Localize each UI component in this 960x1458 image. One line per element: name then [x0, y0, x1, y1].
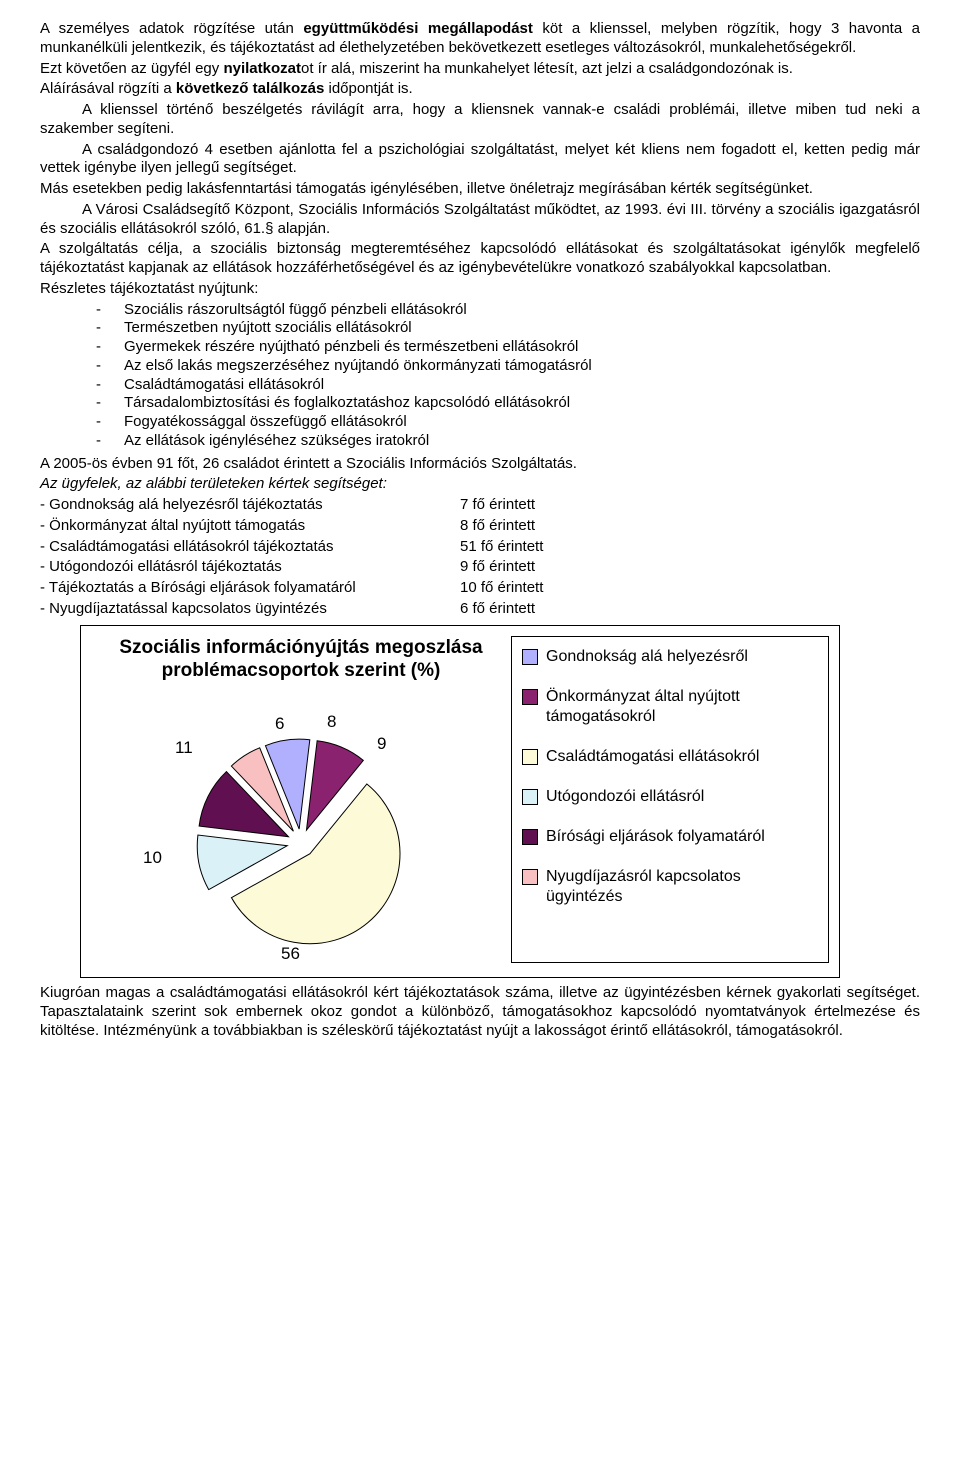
document-page: A személyes adatok rögzítése után együtt… — [0, 0, 960, 1062]
pie-slice-label: 11 — [175, 737, 193, 758]
legend-text: Bírósági eljárások folyamatáról — [546, 827, 818, 847]
stats-label: - Gondnokság alá helyezésről tájékoztatá… — [40, 496, 460, 515]
stats-list: - Gondnokság alá helyezésről tájékoztatá… — [40, 496, 920, 619]
paragraph: A személyes adatok rögzítése után együtt… — [40, 20, 920, 58]
legend-text: Nyugdíjazásról kapcsolatos ügyintézés — [546, 867, 818, 907]
stats-row: - Tájékoztatás a Bírósági eljárások foly… — [40, 579, 920, 598]
stats-value: 51 fő érintett — [460, 538, 543, 557]
stats-row: - Gondnokság alá helyezésről tájékoztatá… — [40, 496, 920, 515]
pie-slice-label: 56 — [281, 943, 300, 964]
paragraph: A Városi Családsegítő Központ, Szociális… — [40, 201, 920, 239]
pie-slice-label: 8 — [327, 711, 336, 732]
pie-wrap: 8 9 56 10 11 6 — [131, 703, 471, 963]
list-item: Az ellátások igényléséhez szükséges irat… — [96, 432, 920, 451]
closing-paragraph: Kiugróan magas a családtámogatási ellátá… — [40, 984, 920, 1040]
stats-value: 10 fő érintett — [460, 579, 543, 598]
chart-legend: Gondnokság alá helyezésről Önkormányzat á… — [511, 636, 829, 964]
bullet-list: Szociális rászorultságtól függő pénzbeli… — [40, 301, 920, 451]
bold-text: következő találkozás — [176, 80, 324, 97]
pie-slice-label: 10 — [143, 847, 162, 868]
legend-swatch — [522, 649, 538, 665]
stats-value: 9 fő érintett — [460, 558, 535, 577]
pie-chart-box: Szociális információnyújtás megoszlása p… — [80, 625, 840, 979]
legend-text: Családtámogatási ellátásokról — [546, 747, 818, 767]
bold-text: együttműködési megállapodást — [303, 20, 533, 37]
stats-label: - Nyugdíjaztatással kapcsolatos ügyintéz… — [40, 600, 460, 619]
legend-swatch — [522, 869, 538, 885]
stats-row: - Nyugdíjaztatással kapcsolatos ügyintéz… — [40, 600, 920, 619]
legend-item: Önkormányzat által nyújtott támogatásokr… — [522, 687, 818, 727]
text: időpontját is. — [324, 80, 412, 97]
legend-item: Nyugdíjazásról kapcsolatos ügyintézés — [522, 867, 818, 907]
list-item: Természetben nyújtott szociális ellátáso… — [96, 319, 920, 338]
paragraph: A szolgáltatás célja, a szociális bizton… — [40, 240, 920, 278]
chart-title: Szociális információnyújtás megoszlása p… — [91, 636, 511, 684]
legend-text: Gondnokság alá helyezésről — [546, 647, 818, 667]
text: A személyes adatok rögzítése után — [40, 20, 303, 37]
text: ot ír alá, miszerint ha munkahelyet léte… — [301, 60, 793, 77]
paragraph: A klienssel történő beszélgetés rávilágí… — [40, 101, 920, 139]
list-item: Fogyatékossággal összefüggő ellátásokról — [96, 413, 920, 432]
pie-slice-label: 9 — [377, 733, 386, 754]
text: Aláírásával rögzíti a — [40, 80, 176, 97]
italic-text: Az ügyfelek, az alábbi területeken kérte… — [40, 475, 387, 492]
legend-swatch — [522, 829, 538, 845]
paragraph: Ezt követően az ügyfél egy nyilatkozatot… — [40, 60, 920, 79]
paragraph: Más esetekben pedig lakásfenntartási tám… — [40, 180, 920, 199]
stats-label: - Önkormányzat által nyújtott támogatás — [40, 517, 460, 536]
stats-row: - Családtámogatási ellátásokról tájékozt… — [40, 538, 920, 557]
stats-row: - Önkormányzat által nyújtott támogatás8… — [40, 517, 920, 536]
legend-text: Utógondozói ellátásról — [546, 787, 818, 807]
paragraph-italic: Az ügyfelek, az alábbi területeken kérte… — [40, 475, 920, 494]
list-item: Társadalombiztosítási és foglalkoztatásh… — [96, 394, 920, 413]
bold-text: nyilatkozat — [223, 60, 301, 77]
paragraph: Részletes tájékoztatást nyújtunk: — [40, 280, 920, 299]
stats-label: - Családtámogatási ellátásokról tájékozt… — [40, 538, 460, 557]
paragraph: A 2005-ös évben 91 főt, 26 családot érin… — [40, 455, 920, 474]
stats-label: - Utógondozói ellátásról tájékoztatás — [40, 558, 460, 577]
legend-text: Önkormányzat által nyújtott támogatásokr… — [546, 687, 818, 727]
legend-swatch — [522, 749, 538, 765]
chart-left: Szociális információnyújtás megoszlása p… — [91, 636, 511, 964]
stats-label: - Tájékoztatás a Bírósági eljárások foly… — [40, 579, 460, 598]
list-item: Az első lakás megszerzéséhez nyújtandó ö… — [96, 357, 920, 376]
legend-item: Utógondozói ellátásról — [522, 787, 818, 807]
paragraph: Aláírásával rögzíti a következő találkoz… — [40, 80, 920, 99]
legend-item: Bírósági eljárások folyamatáról — [522, 827, 818, 847]
text: Ezt követően az ügyfél egy — [40, 60, 223, 77]
stats-value: 6 fő érintett — [460, 600, 535, 619]
pie-slice-label: 6 — [275, 713, 284, 734]
legend-item: Gondnokság alá helyezésről — [522, 647, 818, 667]
stats-value: 7 fő érintett — [460, 496, 535, 515]
legend-item: Családtámogatási ellátásokról — [522, 747, 818, 767]
legend-swatch — [522, 789, 538, 805]
legend-swatch — [522, 689, 538, 705]
list-item: Szociális rászorultságtól függő pénzbeli… — [96, 301, 920, 320]
list-item: Gyermekek részére nyújtható pénzbeli és … — [96, 338, 920, 357]
list-item: Családtámogatási ellátásokról — [96, 376, 920, 395]
stats-value: 8 fő érintett — [460, 517, 535, 536]
stats-row: - Utógondozói ellátásról tájékoztatás9 f… — [40, 558, 920, 577]
paragraph: A családgondozó 4 esetben ajánlotta fel … — [40, 141, 920, 179]
